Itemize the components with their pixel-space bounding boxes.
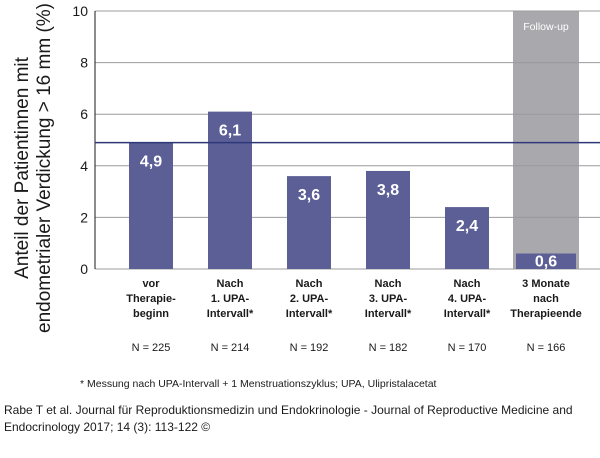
x-category-label: 3 Monate xyxy=(522,278,570,290)
footnote: * Messung nach UPA-Intervall + 1 Menstru… xyxy=(80,378,437,390)
sample-size-label: N = 192 xyxy=(290,342,329,354)
x-category-label: 1. UPA- xyxy=(211,293,250,305)
sample-size-label: N = 166 xyxy=(527,342,566,354)
x-category-label: 2. UPA- xyxy=(290,293,329,305)
y-axis-title: Anteil der Patientinnen mit endometriale… xyxy=(12,3,55,333)
x-category-label: Intervall* xyxy=(365,308,412,320)
bar-value-label: 4,9 xyxy=(140,154,162,171)
bar xyxy=(129,142,173,269)
y-axis-title-line-2: endometrialer Verdickung > 16 mm (%) xyxy=(34,3,55,333)
bar xyxy=(208,111,252,270)
bar-chart: Anteil der Patientinnen mit endometriale… xyxy=(12,3,600,354)
x-category-label: Nach xyxy=(375,278,402,290)
y-tick-label: 4 xyxy=(80,158,88,174)
x-category-label: Intervall* xyxy=(444,308,491,320)
x-category-label: 4. UPA- xyxy=(448,293,487,305)
y-axis-title-line-1: Anteil der Patientinnen mit xyxy=(12,56,33,279)
x-category-label: Nach xyxy=(217,278,244,290)
x-category-label: 3. UPA- xyxy=(369,293,408,305)
x-category-label: beginn xyxy=(133,308,169,320)
sample-size-label: N = 170 xyxy=(448,342,487,354)
x-category-label: Therapieende xyxy=(510,308,582,320)
y-tick-label: 6 xyxy=(80,106,88,122)
x-category-label: Therapie- xyxy=(126,293,176,305)
y-tick-label: 8 xyxy=(80,55,88,71)
sample-size-label: N = 182 xyxy=(369,342,408,354)
followup-label: Follow-up xyxy=(523,21,569,33)
x-category-label: Nach xyxy=(454,278,481,290)
x-category-label: Intervall* xyxy=(207,308,254,320)
x-category-label: Intervall* xyxy=(286,308,333,320)
bar-value-label: 3,6 xyxy=(298,187,320,204)
bar-value-label: 3,8 xyxy=(377,182,399,199)
source-citation: Rabe T et al. Journal für Reproduktionsm… xyxy=(4,403,573,434)
y-tick-label: 0 xyxy=(80,261,88,277)
x-category-label: nach xyxy=(533,293,559,305)
followup-background xyxy=(513,11,579,269)
x-category-label: vor xyxy=(142,278,160,290)
bar xyxy=(366,170,410,269)
bar xyxy=(516,253,576,269)
bar-value-label: 2,4 xyxy=(456,218,478,235)
bar-value-label: 6,1 xyxy=(219,123,241,140)
y-tick-label: 2 xyxy=(80,209,88,225)
y-tick-label: 10 xyxy=(72,3,88,19)
x-category-label: Nach xyxy=(296,278,323,290)
sample-size-label: N = 225 xyxy=(132,342,171,354)
bar xyxy=(445,207,489,269)
bar-value-label: 0,6 xyxy=(535,254,557,271)
sample-size-label: N = 214 xyxy=(211,342,250,354)
bar xyxy=(287,176,331,269)
